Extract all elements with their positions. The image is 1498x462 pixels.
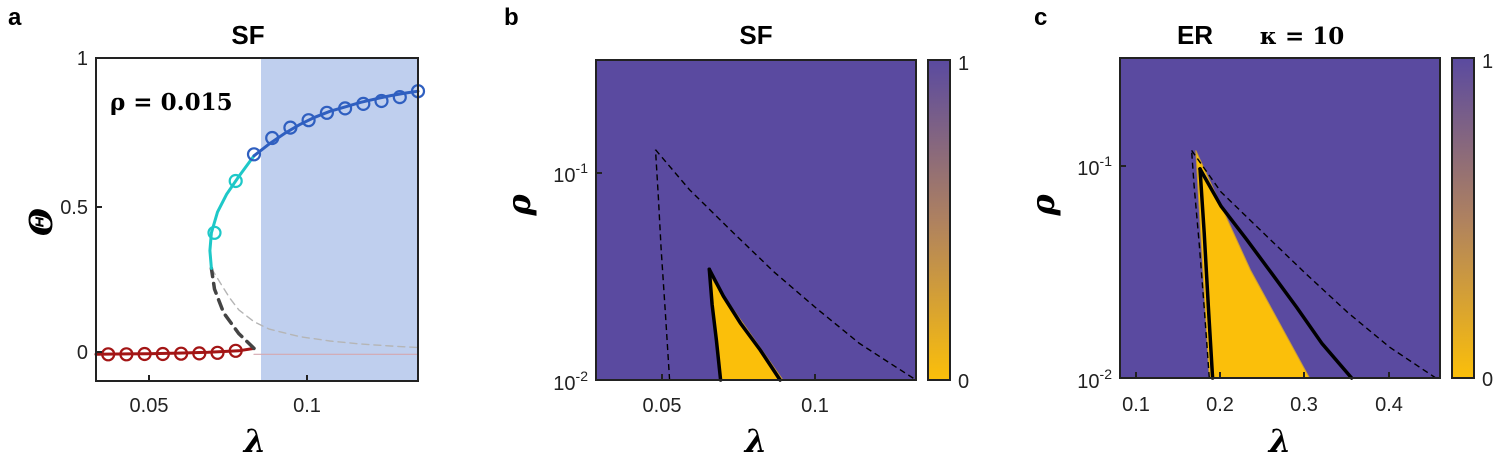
data-point-low	[155, 346, 170, 362]
data-point-high	[356, 96, 371, 112]
x-tick-label: 0.4	[1375, 394, 1403, 416]
colorbar	[1451, 57, 1475, 379]
data-point-low	[101, 347, 116, 362]
y-tick-label: 10-2	[553, 368, 588, 395]
panel-title-b: SF	[739, 20, 772, 50]
x-axis-label: λ	[743, 422, 767, 460]
data-point-high	[301, 113, 316, 128]
colorbar	[927, 59, 951, 381]
panel-b: b SF 10-1 10-2 0.05 0.1 λ ρ 1 0	[500, 4, 969, 460]
y-tick-label: 10-1	[1077, 153, 1112, 180]
y-tick-label: 10-1	[553, 160, 588, 187]
panel-b-plot	[654, 149, 917, 382]
y-axis-label: Θ	[22, 208, 60, 236]
x-tick-label: 0.1	[801, 395, 829, 417]
theory-solid-curve	[707, 267, 723, 382]
theory-solid-curve	[707, 267, 782, 382]
panel-a: a SF ρ = 0.015 1 0.5 0 0.05 0.1 λ Θ	[8, 4, 426, 460]
data-point-low	[174, 346, 189, 361]
x-axis-label: λ	[1267, 422, 1291, 460]
y-tick-label: 1	[77, 48, 88, 70]
panel-label-c: c	[1034, 4, 1047, 31]
curve-dashed-unstable	[209, 266, 256, 351]
panel-c-axes-box	[1119, 57, 1441, 379]
data-point-high	[338, 101, 353, 116]
x-axis-label: λ	[242, 422, 266, 460]
data-point-low	[192, 346, 207, 361]
panel-c: c ER κ = 10 10-1 10-2 0.1 0.2 0.3 0.4 λ …	[1024, 4, 1493, 460]
spinodal-dashed-curve	[654, 149, 671, 381]
x-tick-label: 0.3	[1290, 394, 1318, 416]
x-tick-label: 0.1	[293, 395, 321, 417]
data-point-low	[119, 347, 134, 362]
colorbar-tick-label: 0	[958, 371, 969, 393]
curve-thin-dashed	[210, 267, 419, 349]
data-point-high	[392, 89, 407, 105]
theory-solid-curve	[1198, 167, 1354, 380]
data-point-low	[228, 343, 243, 358]
x-tick-label: 0.05	[643, 395, 682, 417]
spinodal-dashed-curve	[1190, 150, 1210, 379]
data-point-low	[210, 345, 225, 360]
y-tick-label: 10-2	[1077, 366, 1112, 393]
colorbar-tick-label: 0	[1482, 369, 1493, 391]
kappa-label: κ = 10	[1260, 23, 1345, 50]
heatmap-background	[596, 60, 916, 380]
rho-annotation: ρ = 0.015	[110, 89, 233, 116]
y-tick-label: 0.5	[60, 197, 88, 219]
data-point-low	[137, 346, 152, 362]
y-axis-label: ρ	[500, 194, 538, 217]
x-tick-label: 0.05	[130, 395, 169, 417]
colorbar-tick-label: 1	[1482, 51, 1493, 73]
panel-title-c: ER	[1177, 20, 1213, 50]
data-point-high	[319, 105, 334, 120]
panel-a-markers	[101, 84, 426, 362]
data-point-mid	[228, 173, 243, 189]
panel-label-b: b	[504, 4, 519, 31]
curve-solid-low	[94, 346, 256, 356]
x-tick-label: 0.2	[1206, 394, 1234, 416]
panel-label-a: a	[8, 4, 22, 31]
x-tick-label: 0.1	[1122, 394, 1150, 416]
data-point-high	[374, 93, 389, 109]
panel-c-plot	[1190, 149, 1437, 380]
data-point-high	[283, 120, 298, 135]
y-axis-label: ρ	[1024, 194, 1062, 217]
spinodal-dashed-curve	[654, 149, 917, 381]
panel-title-a: SF	[231, 20, 264, 50]
curve-solid-mid	[208, 154, 256, 270]
data-point-high	[265, 130, 280, 146]
theory-solid-curve	[1198, 167, 1215, 380]
panel-a-axes-box	[95, 57, 419, 382]
data-point-mid	[207, 225, 222, 240]
y-tick-label: 0	[77, 342, 88, 364]
colorbar-tick-label: 1	[958, 53, 969, 75]
data-point-high	[246, 147, 262, 162]
panel-b-axes-box	[595, 59, 917, 381]
spinodal-dashed-curve	[1191, 149, 1437, 379]
